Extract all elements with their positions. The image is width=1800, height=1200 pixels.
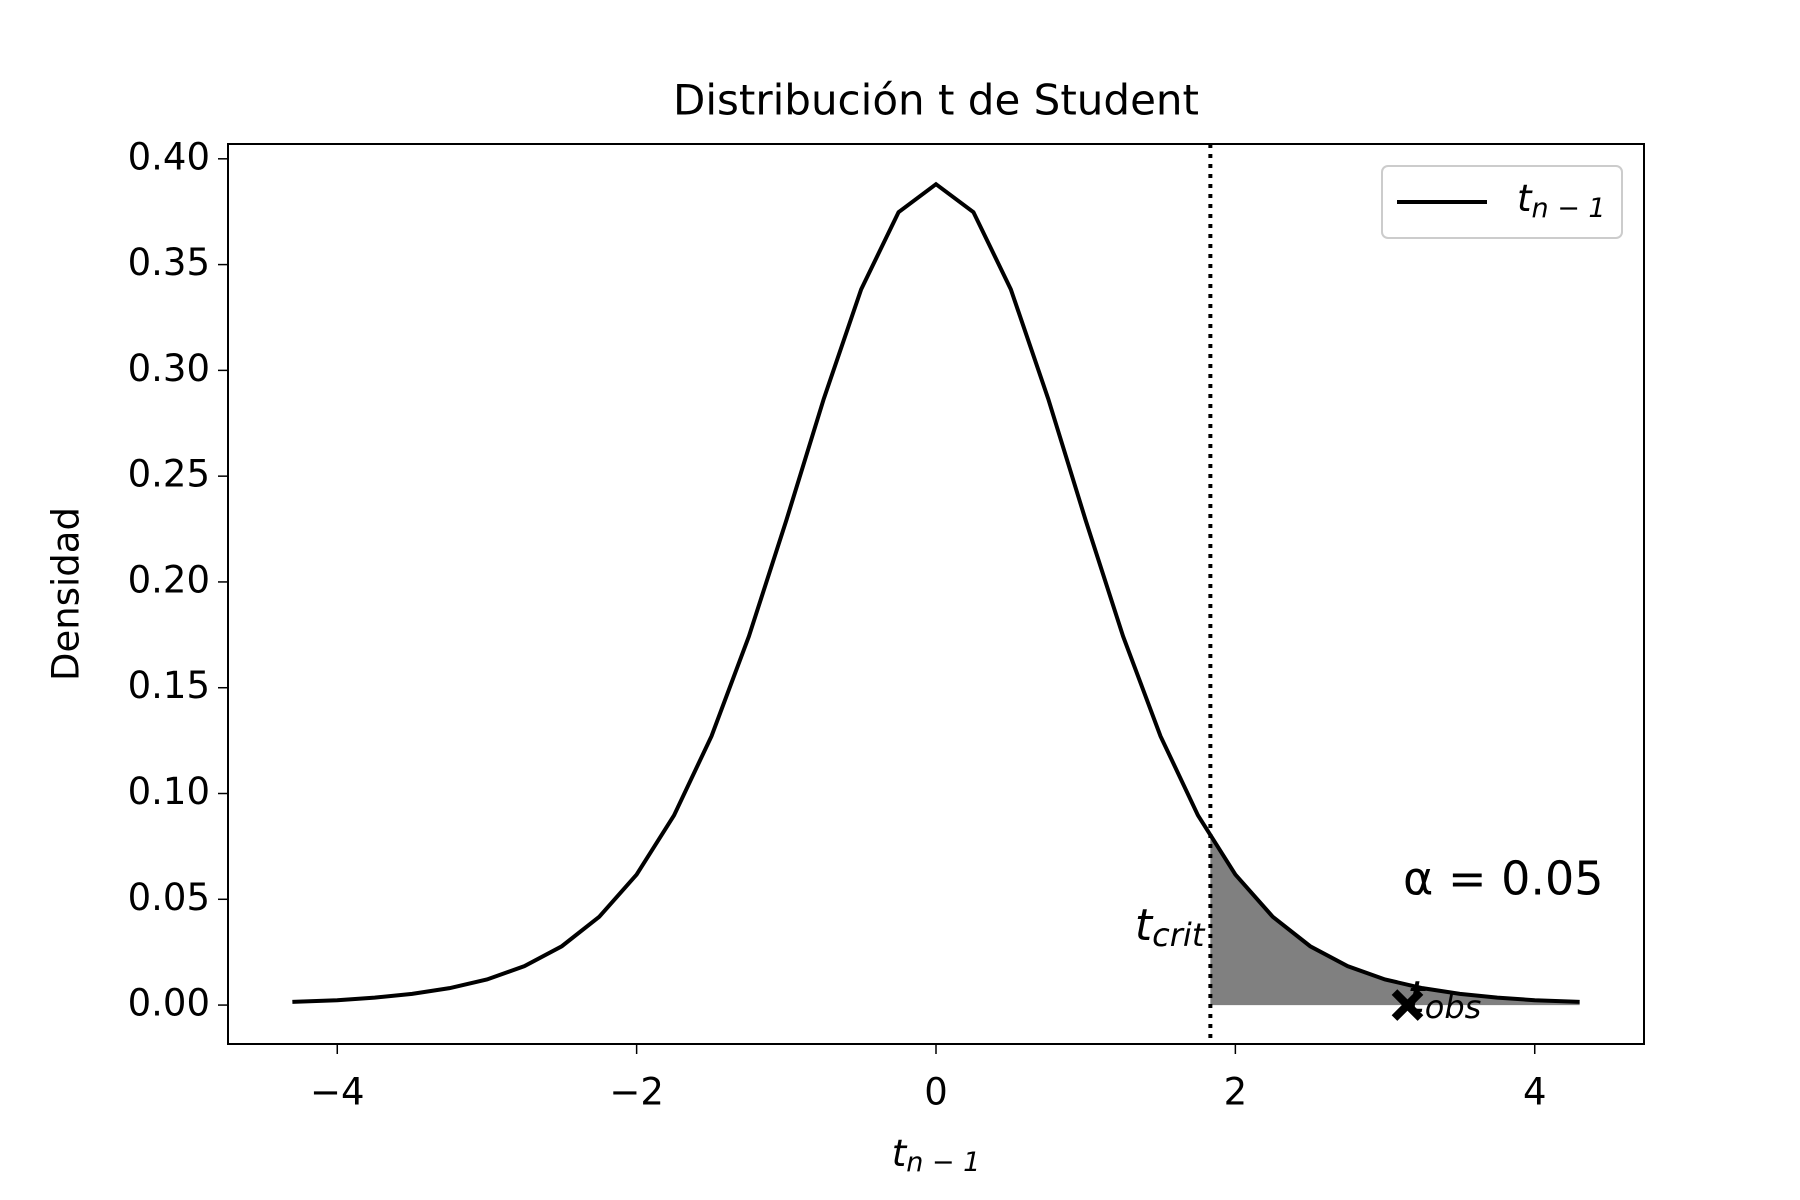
x-tick-label: 0 xyxy=(924,1071,948,1114)
t-obs-label: tobs xyxy=(1408,972,1482,1026)
chart-title: Distribución t de Student xyxy=(673,76,1199,125)
x-axis-label-base: t xyxy=(892,1132,908,1175)
x-tick-label: 2 xyxy=(1224,1071,1248,1114)
y-tick-label: 0.35 xyxy=(128,241,210,284)
legend-label: tn − 1 xyxy=(1517,177,1606,224)
y-tick-label: 0.25 xyxy=(128,453,210,496)
axes-frame xyxy=(227,143,1645,1045)
t-obs-label-sub: obs xyxy=(1425,988,1482,1026)
y-tick-label: 0.15 xyxy=(128,664,210,707)
t-crit-label-base: t xyxy=(1135,900,1154,951)
t-obs-label-base: t xyxy=(1408,972,1427,1023)
t-crit-label: tcrit xyxy=(1135,900,1206,954)
x-axis-label: tn − 1 xyxy=(892,1132,981,1178)
x-tick-label: 4 xyxy=(1523,1071,1547,1114)
rejection-area xyxy=(1210,837,1580,1006)
y-axis-label: Densidad xyxy=(45,507,88,681)
legend-box xyxy=(1381,165,1623,239)
density-curve xyxy=(292,181,1580,1004)
y-tick-label: 0.20 xyxy=(128,558,210,601)
y-tick-label: 0.10 xyxy=(128,770,210,813)
x-tick-label: −4 xyxy=(310,1071,365,1114)
y-tick-label: 0.05 xyxy=(128,876,210,919)
legend-label-sub: n − 1 xyxy=(1532,193,1606,224)
y-tick-label: 0.30 xyxy=(128,347,210,390)
alpha-label: α = 0.05 xyxy=(1403,852,1604,906)
legend-label-base: t xyxy=(1517,177,1533,220)
x-tick-label: −2 xyxy=(609,1071,664,1114)
x-axis-label-sub: n − 1 xyxy=(906,1147,980,1178)
observed-marker xyxy=(1391,989,1424,1021)
y-tick-label: 0.40 xyxy=(128,135,210,178)
y-tick-label: 0.00 xyxy=(128,982,210,1025)
t-crit-label-sub: crit xyxy=(1152,916,1206,954)
